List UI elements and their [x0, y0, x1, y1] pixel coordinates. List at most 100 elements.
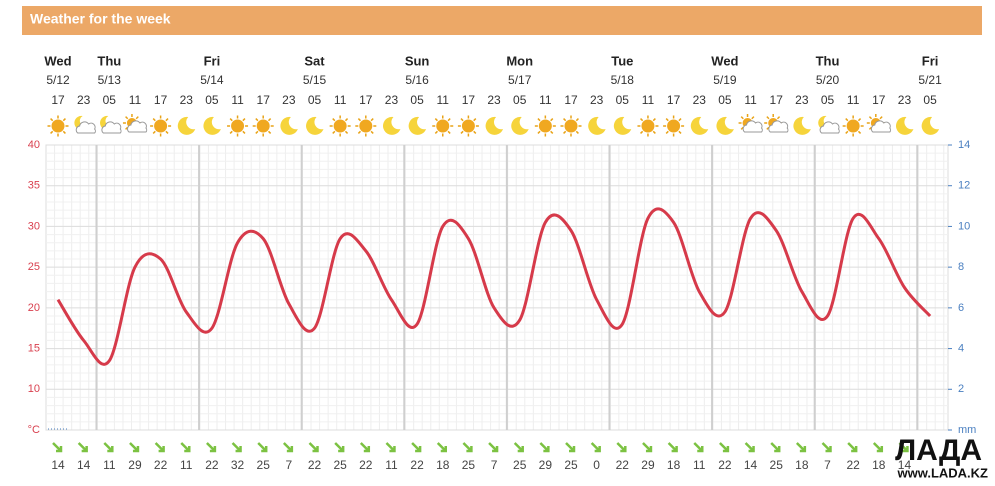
moon — [690, 116, 709, 135]
wind-arrow — [52, 442, 63, 453]
hour-label: 05 — [718, 93, 732, 107]
sun-ray — [845, 118, 849, 122]
sun — [256, 119, 270, 133]
wind-arrow — [616, 442, 627, 453]
sun-ray — [563, 130, 567, 134]
sun-ray — [537, 130, 541, 134]
sun — [667, 119, 681, 133]
hour-label: 17 — [770, 93, 784, 107]
sun-ray — [857, 118, 862, 122]
hour-label: 05 — [821, 93, 835, 107]
sun — [564, 119, 578, 133]
y2-tick-label: 4 — [958, 342, 964, 354]
wind-speed: 32 — [231, 458, 245, 472]
sun-ray — [652, 130, 656, 134]
sun-ray — [665, 130, 669, 134]
y-tick-label: 40 — [28, 139, 40, 151]
hour-label: 23 — [282, 93, 296, 107]
wind-speed: 18 — [795, 458, 809, 472]
marks: °C 10 15 20 25 30 35 40 mm 2 4 6 8 10 12 14 Wed 5/12 17 23 T… — [28, 53, 977, 472]
sun-ray — [357, 130, 362, 134]
y2-tick-label: 8 — [958, 261, 964, 273]
sun-ray — [152, 118, 156, 122]
watermark-url: www.LADA.KZ — [896, 465, 988, 480]
sun-ray — [776, 116, 781, 120]
hour-label: 17 — [872, 93, 886, 107]
wind-arrow — [257, 442, 268, 453]
sun — [641, 119, 655, 133]
wind-arrow — [77, 442, 88, 453]
wind-arrow — [565, 442, 576, 453]
wind-arrow — [488, 442, 499, 453]
sun-ray — [434, 130, 438, 134]
sun-ray — [62, 130, 66, 134]
y-tick-label: 35 — [28, 180, 40, 192]
sun-ray — [357, 118, 362, 122]
sun-ray — [575, 118, 579, 122]
sun — [359, 119, 373, 133]
sun-ray — [639, 130, 644, 134]
sun-ray — [332, 118, 336, 122]
sun-ray — [370, 118, 374, 122]
wind-speed: 22 — [154, 458, 168, 472]
hour-label: 11 — [231, 93, 244, 107]
wind-speed: 22 — [359, 458, 373, 472]
sun-ray — [447, 118, 451, 122]
hour-label: 11 — [129, 93, 142, 107]
y-tick-label: 30 — [28, 220, 40, 232]
y2-tick-label: 12 — [958, 180, 970, 192]
day-date: 5/21 — [918, 73, 942, 87]
sun — [846, 119, 860, 133]
hour-label: 17 — [667, 93, 681, 107]
wind-arrow — [642, 442, 653, 453]
sun-ray — [550, 130, 554, 134]
sun-ray — [740, 116, 744, 120]
wind-arrow — [744, 442, 755, 453]
wind-arrow — [154, 442, 165, 453]
moon — [203, 116, 221, 135]
day-name: Thu — [816, 53, 840, 68]
moon — [896, 116, 914, 135]
wind-arrow — [667, 442, 678, 453]
sun-ray — [242, 130, 246, 134]
day-date: 5/20 — [816, 73, 840, 87]
moon — [177, 116, 196, 135]
y-tick-label: 15 — [28, 342, 40, 354]
wind-arrow — [231, 442, 242, 453]
sun-ray — [575, 130, 579, 134]
plot-area — [45, 144, 949, 431]
hour-label: 17 — [564, 93, 578, 107]
y-tick-label: 25 — [28, 261, 40, 273]
day-name: Mon — [506, 53, 533, 68]
day-name: Sun — [405, 53, 430, 68]
sun-ray — [868, 116, 873, 120]
moon — [588, 116, 606, 135]
day-name: Tue — [611, 53, 633, 68]
day-name: Sat — [304, 53, 325, 68]
hour-label: 23 — [795, 93, 809, 107]
hour-label: 17 — [359, 93, 373, 107]
day-date: 5/15 — [303, 73, 327, 87]
hour-label: 17 — [462, 93, 476, 107]
sun-ray — [879, 116, 883, 120]
moon — [511, 116, 529, 135]
hour-label: 05 — [103, 93, 117, 107]
wind-arrow — [411, 442, 422, 453]
day-name: Wed — [44, 53, 71, 68]
sun-ray — [447, 130, 451, 134]
day-name: Fri — [922, 53, 939, 68]
hour-label: 23 — [590, 93, 604, 107]
hour-label: 23 — [898, 93, 912, 107]
wind-speed: 25 — [257, 458, 271, 472]
sun — [461, 119, 475, 133]
wind-speed: 14 — [51, 458, 65, 472]
hour-label: 11 — [334, 93, 347, 107]
y-tick-label: 10 — [28, 383, 40, 395]
wind-speed: 25 — [564, 458, 578, 472]
sun-ray — [678, 118, 682, 122]
moon — [485, 116, 504, 135]
day-date: 5/13 — [98, 73, 122, 87]
wind-speed: 0 — [593, 458, 600, 472]
moon — [306, 116, 324, 135]
